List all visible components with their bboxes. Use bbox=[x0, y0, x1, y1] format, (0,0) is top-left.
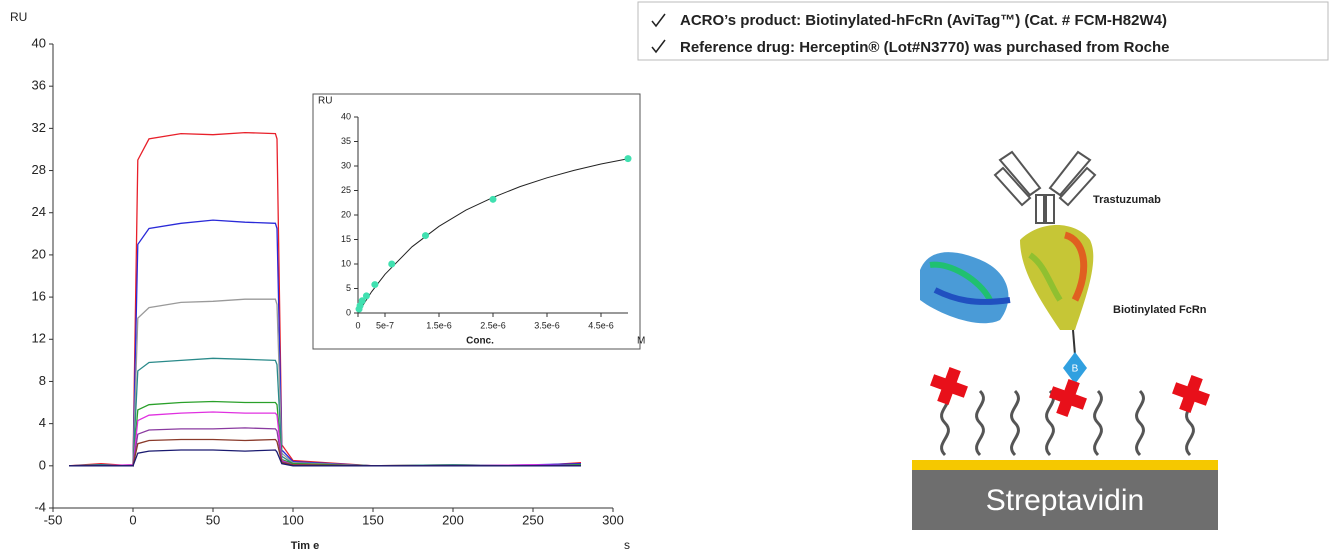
y-label: RU bbox=[10, 10, 27, 24]
x-tick-label: 4.5e-6 bbox=[588, 320, 614, 330]
y-tick-label: 0 bbox=[346, 307, 351, 317]
y-tick-label: 10 bbox=[341, 258, 351, 268]
x-tick-label: 0 bbox=[129, 512, 136, 527]
x-tick-label: 1.5e-6 bbox=[426, 320, 452, 330]
series-line bbox=[69, 428, 581, 466]
y-tick-label: 20 bbox=[32, 246, 46, 261]
y-tick-label: 36 bbox=[32, 78, 46, 93]
y-tick-label: 28 bbox=[32, 162, 46, 177]
series-line bbox=[69, 440, 581, 466]
x-tick-label: 2.5e-6 bbox=[480, 320, 506, 330]
point bbox=[625, 155, 632, 162]
x-tick-label: 5e-7 bbox=[376, 320, 394, 330]
x-unit: s bbox=[624, 538, 630, 552]
point bbox=[388, 261, 395, 268]
point bbox=[363, 292, 370, 299]
y-tick-label: 20 bbox=[341, 209, 351, 219]
series-line bbox=[69, 358, 581, 466]
biotin-label: B bbox=[1072, 364, 1079, 375]
page: RU Tim e s -40481216202428323640-5005010… bbox=[0, 0, 1331, 553]
y-tick-label: 0 bbox=[39, 457, 46, 472]
x-tick-label: 300 bbox=[602, 512, 624, 527]
y-tick-label: 4 bbox=[39, 415, 46, 430]
y-tick-label: 40 bbox=[32, 35, 46, 50]
inset-x-unit: M bbox=[637, 336, 645, 347]
point bbox=[371, 281, 378, 288]
diagram-label: Biotinylated FcRn bbox=[1113, 304, 1207, 316]
point bbox=[490, 196, 497, 203]
series-line bbox=[69, 412, 581, 466]
note: ACRO’s product: Biotinylated-hFcRn (AviT… bbox=[680, 12, 1167, 29]
y-tick-label: 8 bbox=[39, 373, 46, 388]
y-tick-label: 16 bbox=[32, 289, 46, 304]
surface-label: Streptavidin bbox=[986, 484, 1144, 517]
y-tick-label: 25 bbox=[341, 185, 351, 195]
x-label: Tim e bbox=[291, 540, 320, 552]
inset-x-label: Conc. bbox=[466, 336, 494, 347]
y-tick-label: 30 bbox=[341, 160, 351, 170]
x-tick-label: 3.5e-6 bbox=[534, 320, 560, 330]
y-tick-label: 32 bbox=[32, 120, 46, 135]
x-tick-label: 150 bbox=[362, 512, 384, 527]
x-tick-label: -50 bbox=[44, 512, 63, 527]
y-tick-label: 35 bbox=[341, 136, 351, 146]
point bbox=[422, 232, 429, 239]
x-tick-label: 0 bbox=[355, 320, 360, 330]
x-tick-label: 250 bbox=[522, 512, 544, 527]
inset-y-label: RU bbox=[318, 96, 332, 107]
y-tick-label: 40 bbox=[341, 111, 351, 121]
diagram bbox=[912, 152, 1218, 530]
y-tick-label: 15 bbox=[341, 234, 351, 244]
series-line bbox=[69, 402, 581, 466]
x-tick-label: 100 bbox=[282, 512, 304, 527]
x-tick-label: 50 bbox=[206, 512, 220, 527]
y-tick-label: 5 bbox=[346, 283, 351, 293]
x-tick-label: 200 bbox=[442, 512, 464, 527]
y-tick-label: 24 bbox=[32, 204, 46, 219]
y-tick-label: 12 bbox=[32, 331, 46, 346]
diagram-label: Trastuzumab bbox=[1093, 194, 1161, 206]
note: Reference drug: Herceptin® (Lot#N3770) w… bbox=[680, 39, 1170, 56]
